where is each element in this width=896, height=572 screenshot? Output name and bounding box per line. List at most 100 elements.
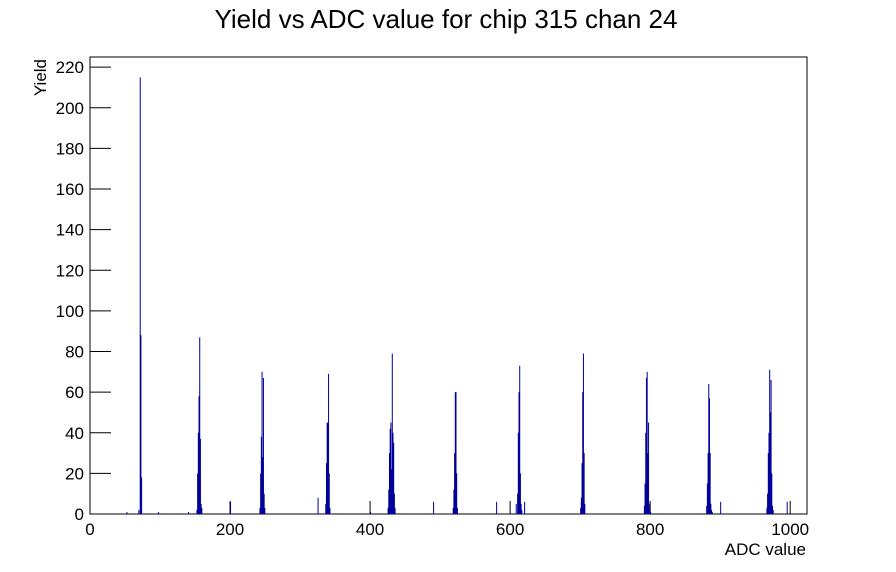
bar bbox=[646, 371, 648, 514]
bar bbox=[582, 353, 584, 514]
bar bbox=[582, 392, 584, 514]
y-tick-label: 180 bbox=[56, 139, 84, 158]
bar bbox=[645, 432, 647, 514]
bar bbox=[708, 384, 710, 514]
bar bbox=[645, 377, 647, 514]
bar bbox=[263, 493, 265, 514]
x-tick-label: 200 bbox=[216, 520, 244, 539]
bar bbox=[325, 463, 327, 514]
bar bbox=[517, 432, 519, 514]
y-tick-label: 160 bbox=[56, 180, 84, 199]
bar bbox=[767, 493, 769, 514]
bar bbox=[200, 503, 202, 514]
bar bbox=[327, 422, 329, 514]
bar bbox=[772, 509, 774, 514]
bar bbox=[197, 473, 199, 514]
bar bbox=[644, 483, 646, 514]
bar bbox=[452, 507, 454, 514]
bar bbox=[706, 505, 708, 514]
bar bbox=[126, 511, 128, 514]
bar bbox=[394, 507, 396, 514]
bar bbox=[317, 497, 319, 514]
y-tick-label: 220 bbox=[56, 58, 84, 77]
bar bbox=[389, 428, 391, 514]
bar bbox=[650, 511, 652, 514]
bar bbox=[325, 503, 327, 514]
bar bbox=[260, 473, 262, 514]
bar bbox=[264, 507, 266, 514]
bar bbox=[769, 369, 771, 514]
bar bbox=[198, 396, 200, 514]
x-tick-label: 0 bbox=[85, 520, 94, 539]
bar bbox=[261, 371, 263, 514]
bar bbox=[768, 432, 770, 514]
bar bbox=[521, 509, 523, 514]
bar bbox=[392, 432, 394, 514]
bar bbox=[707, 453, 709, 514]
bar bbox=[454, 392, 456, 514]
bar bbox=[648, 503, 650, 514]
bar bbox=[393, 493, 395, 514]
bar bbox=[524, 501, 526, 514]
bar bbox=[767, 453, 769, 514]
bar bbox=[454, 453, 456, 514]
y-tick-label: 40 bbox=[65, 424, 84, 443]
bar bbox=[262, 457, 264, 514]
bar bbox=[157, 511, 159, 514]
bar bbox=[141, 477, 143, 514]
bar bbox=[786, 501, 788, 514]
bar bbox=[139, 77, 141, 515]
bar bbox=[328, 473, 330, 514]
bar bbox=[711, 511, 713, 514]
bar bbox=[708, 398, 710, 514]
bar bbox=[583, 453, 585, 514]
plot-frame bbox=[89, 56, 808, 515]
bar bbox=[259, 507, 261, 514]
bar bbox=[647, 453, 649, 514]
chart-title: Yield vs ADC value for chip 315 chan 24 bbox=[215, 4, 678, 34]
bar bbox=[580, 497, 582, 514]
y-tick-label: 100 bbox=[56, 302, 84, 321]
bar bbox=[326, 422, 328, 514]
bar bbox=[433, 501, 435, 514]
bar bbox=[709, 453, 711, 514]
bar bbox=[328, 373, 330, 514]
bar bbox=[262, 377, 264, 514]
x-tick-label: 400 bbox=[356, 520, 384, 539]
bar bbox=[188, 511, 190, 514]
y-tick-label: 60 bbox=[65, 383, 84, 402]
bar bbox=[453, 489, 455, 514]
bar bbox=[496, 501, 498, 514]
bar bbox=[711, 509, 713, 514]
bar bbox=[230, 501, 232, 514]
bar bbox=[455, 392, 457, 514]
bar bbox=[370, 511, 372, 514]
bar bbox=[388, 453, 390, 514]
bar bbox=[387, 507, 389, 514]
bar bbox=[391, 353, 393, 514]
bar bbox=[706, 483, 708, 514]
y-tick-label: 80 bbox=[65, 343, 84, 362]
bar bbox=[456, 507, 458, 514]
bar bbox=[260, 436, 262, 514]
bar bbox=[196, 509, 198, 514]
bar bbox=[520, 503, 522, 514]
y-tick-label: 120 bbox=[56, 261, 84, 280]
bar bbox=[393, 442, 395, 514]
bar bbox=[766, 507, 768, 514]
bar bbox=[517, 493, 519, 514]
y-tick-label: 140 bbox=[56, 221, 84, 240]
bar bbox=[388, 489, 390, 514]
bar bbox=[390, 422, 392, 514]
bar bbox=[710, 503, 712, 514]
bar bbox=[770, 379, 772, 514]
bar bbox=[519, 365, 521, 514]
bar bbox=[771, 473, 773, 514]
bar bbox=[649, 509, 651, 514]
bar bbox=[197, 432, 199, 514]
bar bbox=[518, 392, 520, 514]
x-tick-label: 800 bbox=[636, 520, 664, 539]
bar bbox=[391, 469, 393, 514]
y-tick-label: 200 bbox=[56, 99, 84, 118]
